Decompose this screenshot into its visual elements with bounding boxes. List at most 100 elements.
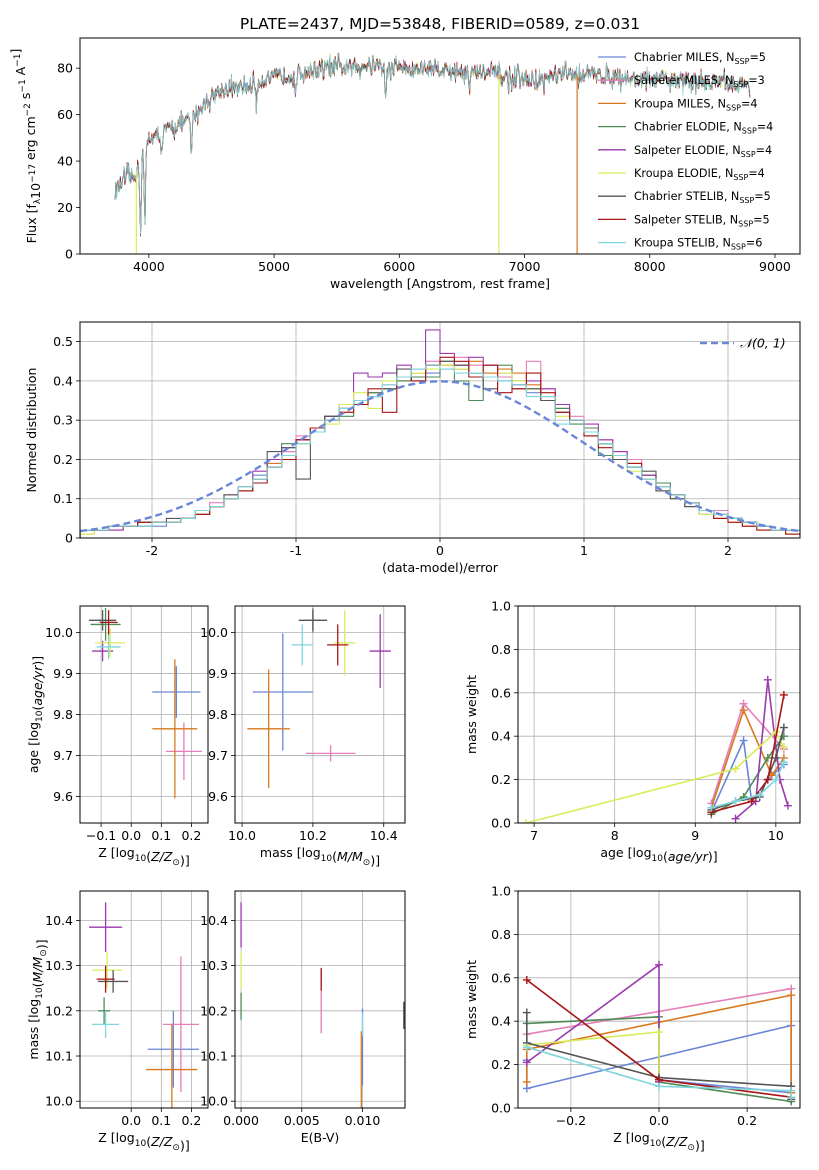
y-axis-label: Flux [fλ10−17 erg cm−2 s−1 A−1] (8, 49, 43, 244)
x-tick-label: 4000 (133, 259, 165, 274)
x-tick-label: 10.4 (370, 828, 398, 843)
y-tick-label: 10.3 (200, 958, 228, 973)
marker-salpeter-elodie (763, 675, 772, 684)
x-tick-label: 10.0 (228, 828, 256, 843)
y-tick-label: 10.0 (45, 625, 73, 640)
x-tick-label: 7000 (509, 259, 541, 274)
x-tick-label: 10.2 (299, 828, 327, 843)
y-tick-label: 0.1 (53, 491, 73, 506)
x-tick-label: -2 (146, 543, 158, 558)
plot-area (522, 960, 796, 1106)
marker-salpeter-stelib (763, 775, 772, 784)
y-tick-label: 9.8 (53, 707, 73, 722)
y-tick-label: 9.6 (208, 789, 228, 804)
marker-kroupa-stelib (707, 803, 716, 812)
hist-step-kroupa-stelib (80, 364, 800, 538)
x-tick-label: 0.2 (181, 828, 201, 843)
legend-label: Kroupa STELIB, NSSP=6 (634, 237, 762, 252)
x-tick-label: 8 (611, 828, 619, 843)
y-tick-label: 9.8 (208, 707, 228, 722)
x-tick-label: −0.2 (556, 1113, 586, 1128)
axes: −0.2 0.0 0.2 0.0 0.2 0.4 0.6 0.8 1.0 Z [log10(Z/Z… (464, 884, 801, 1153)
marker-chabrier-miles (739, 736, 748, 745)
x-tick-label: 0.005 (284, 1113, 320, 1128)
x-tick-label: 0 (436, 543, 444, 558)
x-axis-label: age [log10(age/yr)] (600, 845, 717, 864)
marker-kroupa-elodie (655, 1028, 663, 1037)
y-tick-label: 10.2 (200, 1003, 228, 1018)
axes: -2 -1 0 1 2 0 0.1 0.2 0.3 0.4 0.5 (data-model)/erro… (24, 321, 801, 575)
axes-frame (79, 890, 209, 1109)
legend-label: 𝒩(0, 1) (740, 336, 786, 351)
marker-salpeter-stelib (522, 975, 531, 984)
y-axis-label: mass [log10(M/M⊙)] (26, 939, 49, 1059)
y-tick-label: 0.3 (53, 413, 73, 428)
y-tick-label: 10.0 (200, 1094, 228, 1109)
x-tick-label: 0.0 (649, 1113, 669, 1128)
y-tick-label: 9.9 (208, 666, 228, 681)
y-tick-label: 0.8 (491, 642, 511, 657)
x-tick-label: 7 (530, 828, 538, 843)
y-tick-label: 0.4 (491, 1014, 511, 1029)
y-tick-label: 10.3 (45, 958, 73, 973)
x-tick-label: 0.010 (345, 1113, 381, 1128)
y-tick-label: 9.7 (208, 748, 228, 763)
marker-kroupa-miles (522, 1077, 531, 1086)
marker-salpeter-stelib (779, 690, 788, 699)
plot-area (522, 675, 792, 823)
x-tick-label: -1 (290, 543, 302, 558)
x-tick-label: 5000 (258, 259, 290, 274)
marker-salpeter-elodie (655, 960, 663, 969)
y-tick-label: 0.2 (491, 772, 511, 787)
chart-age-vs-mass: 10.0 10.2 10.4 9.6 9.7 9.8 9.9 10.0 mass [log10(… (200, 605, 406, 868)
y-tick-label: 0.6 (491, 970, 511, 985)
axes: 0.0 0.1 0.2 10.0 10.1 10.2 10.3 10.4 Z [log10(Z/… (26, 890, 209, 1153)
y-tick-label: 0.8 (491, 927, 511, 942)
plot-area (114, 52, 751, 254)
line-kroupa-elodie (526, 1031, 660, 1078)
marker-kroupa-miles (787, 991, 796, 1000)
legend: Chabrier MILES, NSSP=5 Salpeter MILES, NS… (598, 51, 773, 252)
x-tick-label: 2 (724, 543, 732, 558)
x-axis-label: Z [log10(Z/Z⊙)] (98, 845, 189, 868)
y-tick-label: 0.2 (53, 452, 73, 467)
line-salpeter-stelib (711, 694, 785, 813)
marker-salpeter-stelib (747, 797, 756, 806)
marker-chabrier-stelib (522, 1008, 531, 1017)
y-tick-label: 0.4 (491, 729, 511, 744)
marker-chabrier-stelib (771, 753, 780, 762)
marker-kroupa-miles (739, 706, 748, 715)
marker-kroupa-stelib (655, 1082, 663, 1091)
y-tick-label: 1.0 (491, 884, 511, 899)
y-tick-label: 40 (57, 154, 73, 169)
legend-label: Chabrier MILES, NSSP=5 (634, 51, 766, 66)
axes: −0.1 0.0 0.1 0.2 9.6 9.7 9.8 9.9 10.0 Z [log10(Z/… (26, 605, 209, 868)
y-tick-label: 0 (65, 531, 73, 546)
figure-title: PLATE=2437, MJD=53848, FIBERID=0589, z=0… (240, 15, 640, 33)
chart-age-vs-z: −0.1 0.0 0.1 0.2 9.6 9.7 9.8 9.9 10.0 Z [log10(Z/… (26, 605, 209, 868)
y-tick-label: 10.0 (200, 625, 228, 640)
y-tick-label: 0.2 (491, 1057, 511, 1072)
y-axis-label: mass weight (464, 960, 479, 1039)
y-tick-label: 0.5 (53, 334, 73, 349)
chart-mass-weight-vs-z: −0.2 0.0 0.2 0.0 0.2 0.4 0.6 0.8 1.0 Z [log10(Z/Z… (464, 884, 801, 1153)
legend-label: Salpeter MILES, NSSP=3 (634, 74, 765, 89)
y-tick-label: 60 (57, 107, 73, 122)
x-axis-label: E(B-V) (301, 1130, 340, 1145)
legend-label: Chabrier ELODIE, NSSP=4 (634, 121, 773, 136)
y-tick-label: 80 (57, 61, 73, 76)
y-tick-label: 10.4 (200, 913, 228, 928)
marker-salpeter-elodie (783, 801, 792, 810)
y-tick-label: 10.1 (45, 1049, 73, 1064)
x-tick-label: 9000 (759, 259, 791, 274)
legend-label: Kroupa ELODIE, NSSP=4 (634, 167, 765, 182)
axes: 0.000 0.005 0.010 10.0 10.1 10.2 10.3 10.4 E(B-V… (200, 890, 406, 1145)
marker-chabrier-stelib (779, 723, 788, 732)
y-axis-label: Normed distribution (24, 368, 39, 493)
plot-area (247, 608, 391, 789)
marker-kroupa-stelib (779, 758, 788, 767)
marker-salpeter-elodie (522, 1058, 531, 1067)
x-tick-label: 0.2 (737, 1113, 757, 1128)
x-tick-label: 10 (768, 828, 784, 843)
